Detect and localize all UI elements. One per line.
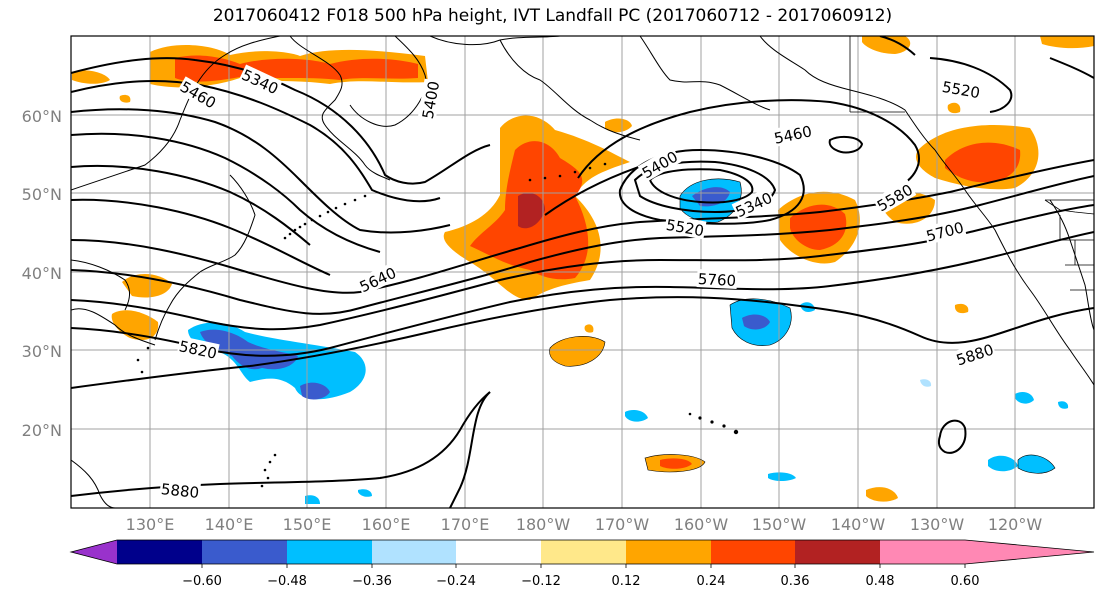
longitude-labels: 130°E 140°E 150°E 160°E 170°E 180°W 170°… [126,515,1043,534]
colorbar-label: 0.12 [612,574,641,589]
colorbar-label: 0.60 [951,574,980,589]
lat-tick-label: 60°N [22,107,62,126]
colorbar-segment [117,540,202,564]
lon-tick-label: 170°E [441,515,490,534]
map-border [70,35,1095,509]
lon-tick-label: 160°E [362,515,411,534]
colorbar-label: −0.12 [521,574,561,589]
height-contours [71,36,1094,508]
island-chains [136,162,739,488]
colorbar-label: 0.24 [697,574,726,589]
lon-tick-label: 140°W [831,515,886,534]
lat-tick-label: 50°N [22,185,62,204]
colorbar-segment [711,540,795,564]
lon-tick-label: 130°W [910,515,965,534]
lat-tick-label: 20°N [22,421,62,440]
colorbar-segment [372,540,456,564]
colorbar-segment [880,540,965,564]
colorbar-label: −0.36 [352,574,392,589]
contour-label: 5880 [160,480,200,502]
lon-tick-label: 130°E [126,515,175,534]
colorbar-label: −0.24 [436,574,476,589]
colorbar-segment [541,540,626,564]
latitude-labels: 20°N 30°N 40°N 50°N 60°N [22,107,62,440]
colorbar-left-extend [71,540,117,564]
colorbar-label: −0.48 [267,574,307,589]
colorbar-segment [626,540,711,564]
colorbar-segment [456,540,541,564]
map-title: 2017060412 F018 500 hPa height, IVT Land… [212,6,893,26]
colorbar-segment [795,540,880,564]
ivt-positive-anomaly-shading [72,36,1094,502]
lon-tick-label: 170°W [595,515,650,534]
colorbar-label: −0.60 [182,574,222,589]
colorbar-label: 0.48 [866,574,895,589]
political-borders [849,36,1094,291]
colorbar-segment [287,540,372,564]
lon-tick-label: 160°W [674,515,729,534]
lat-tick-label: 30°N [22,342,62,361]
colorbar-right-extend [965,540,1094,564]
colorbar: −0.60 −0.48 −0.36 −0.24 −0.12 0.12 0.24 … [69,539,1095,589]
lon-tick-label: 150°W [752,515,807,534]
lon-tick-label: 150°E [283,515,332,534]
lon-tick-label: 140°E [205,515,254,534]
lon-tick-label: 180°W [516,515,571,534]
colorbar-label: 0.36 [781,574,810,589]
lon-tick-label: 120°W [988,515,1043,534]
lat-tick-label: 40°N [22,264,62,283]
colorbar-segment [202,540,287,564]
contour-label: 5760 [697,270,736,290]
